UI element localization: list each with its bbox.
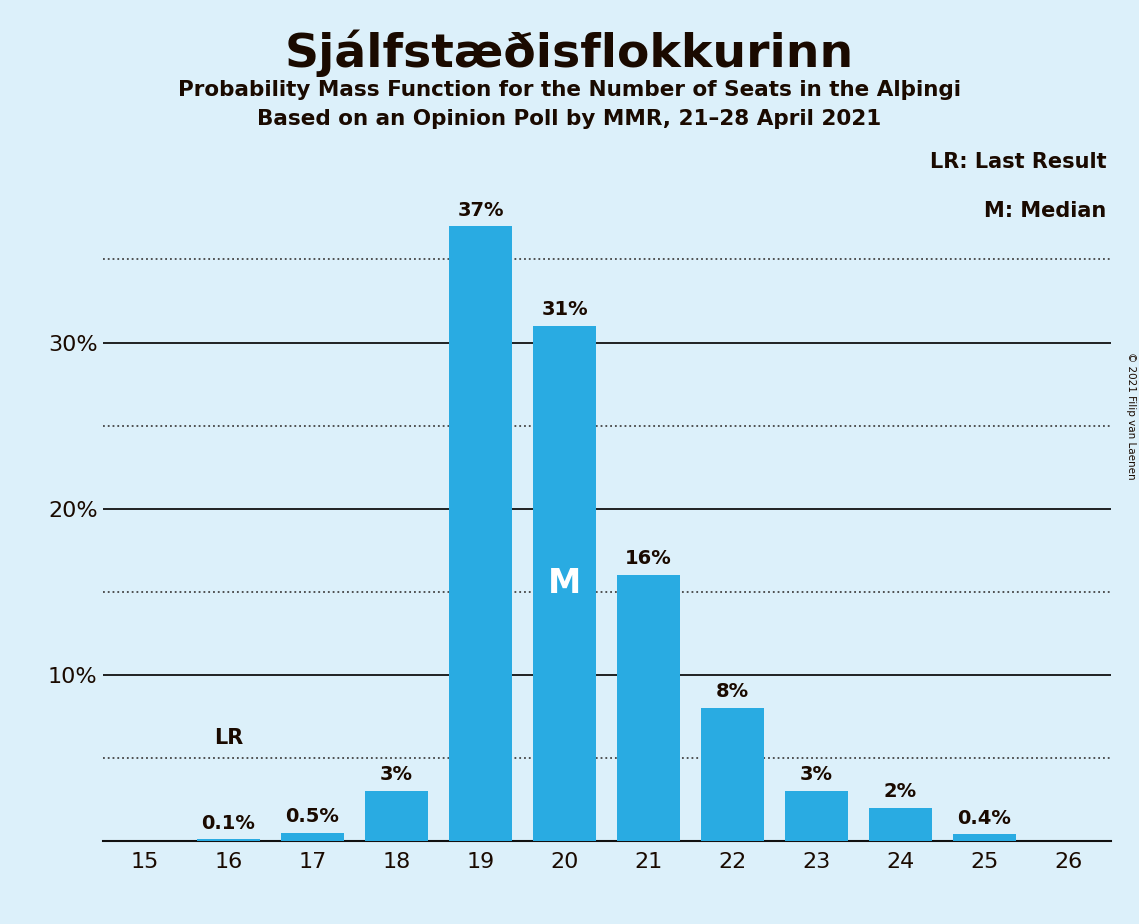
Bar (700, 708, 764, 841)
Bar (197, 839, 260, 841)
Text: 0.5%: 0.5% (286, 807, 339, 826)
Text: 37%: 37% (457, 201, 503, 220)
Text: 3%: 3% (380, 765, 413, 784)
Bar (533, 326, 596, 841)
Bar (449, 226, 513, 841)
Bar (869, 808, 932, 841)
Text: M: M (548, 567, 581, 600)
Text: 16%: 16% (625, 550, 672, 568)
Bar (364, 791, 428, 841)
Text: Based on an Opinion Poll by MMR, 21–28 April 2021: Based on an Opinion Poll by MMR, 21–28 A… (257, 109, 882, 129)
Text: Sjálfstæðisflokkurinn: Sjálfstæðisflokkurinn (285, 30, 854, 77)
Bar (617, 575, 680, 841)
Text: M: Median: M: Median (984, 201, 1106, 222)
Text: 8%: 8% (716, 682, 749, 701)
Text: LR: LR (214, 728, 243, 748)
Bar (953, 834, 1016, 841)
Text: Probability Mass Function for the Number of Seats in the Alþingi: Probability Mass Function for the Number… (178, 80, 961, 101)
Text: 31%: 31% (541, 300, 588, 320)
Text: 3%: 3% (800, 765, 833, 784)
Bar (785, 791, 849, 841)
Text: 2%: 2% (884, 782, 917, 801)
Bar (281, 833, 344, 841)
Text: 0.1%: 0.1% (202, 813, 255, 833)
Text: 0.4%: 0.4% (958, 808, 1011, 828)
Text: © 2021 Filip van Laenen: © 2021 Filip van Laenen (1126, 352, 1136, 480)
Text: LR: Last Result: LR: Last Result (929, 152, 1106, 172)
